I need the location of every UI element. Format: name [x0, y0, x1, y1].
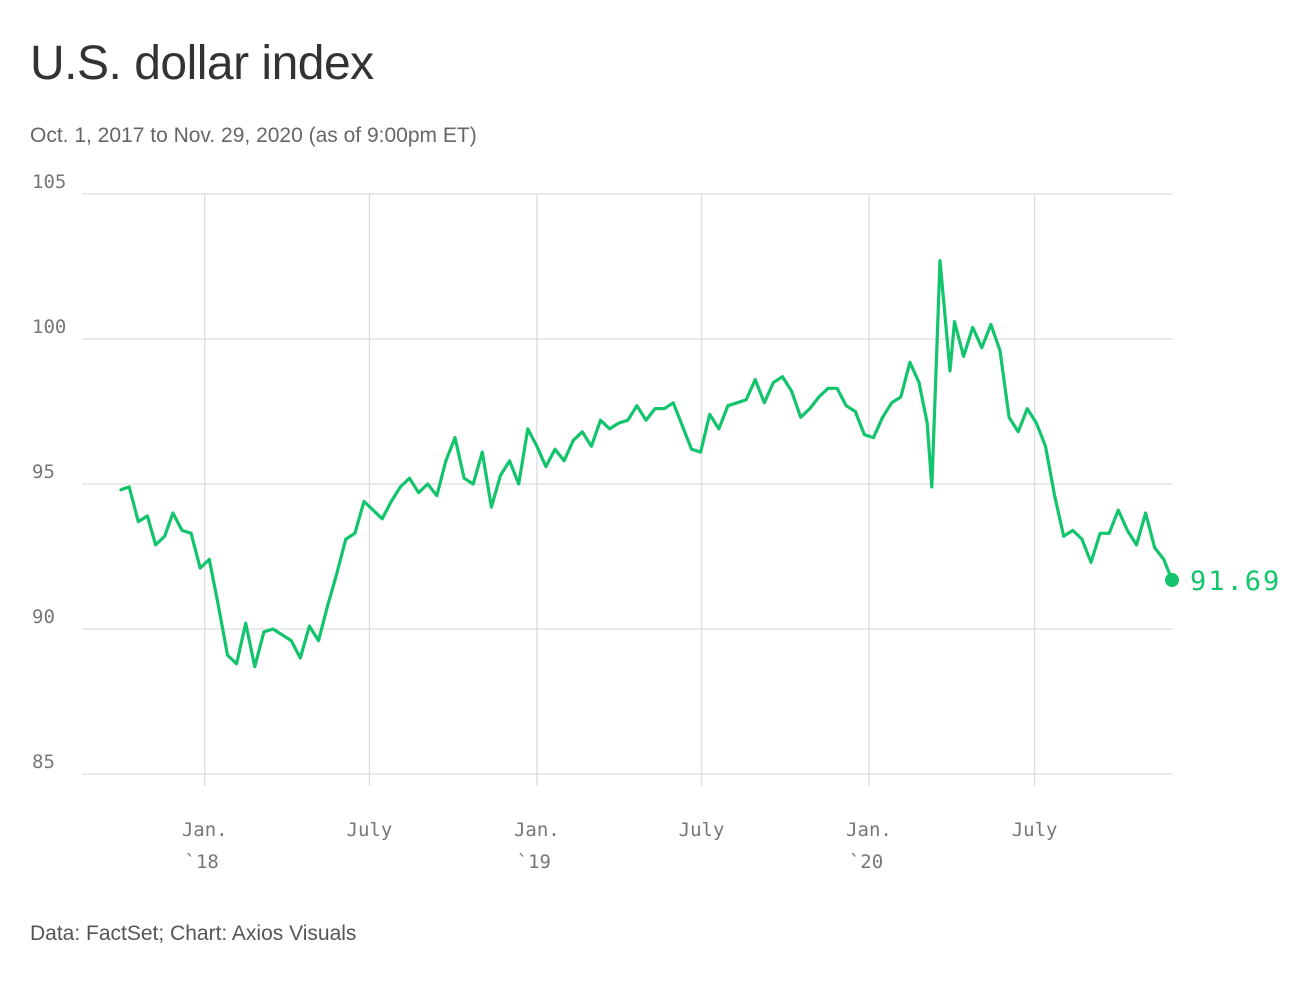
x-tick-label: Jan. [514, 819, 560, 841]
x-tick-sublabel: `20 [849, 851, 883, 873]
y-tick-label: 105 [32, 171, 66, 193]
series-line [119, 259, 1174, 669]
chart-area: 85 90 95 100 105 Jan. `18 July Jan. `19 July Jan. `… [32, 171, 1281, 873]
x-tick-label: July [1012, 819, 1058, 841]
end-value-label: 91.69 [1190, 566, 1281, 597]
end-point-marker [1165, 572, 1179, 587]
x-gridlines [204, 194, 1036, 786]
x-tick-label: July [347, 819, 393, 841]
y-tick-labels: 85 90 95 100 105 [32, 171, 66, 773]
y-gridlines [82, 193, 1173, 775]
y-tick-label: 100 [32, 316, 66, 338]
y-tick-label: 90 [32, 606, 55, 628]
y-tick-label: 85 [32, 751, 55, 773]
x-tick-label: Jan. [182, 819, 228, 841]
x-tick-label: Jan. [846, 819, 892, 841]
x-tick-label: July [679, 819, 725, 841]
y-tick-label: 95 [32, 461, 55, 483]
x-tick-sublabel: `19 [517, 851, 551, 873]
x-tick-sublabel: `18 [185, 851, 219, 873]
x-tick-labels: Jan. `18 July Jan. `19 July Jan. `20 July [182, 819, 1058, 873]
chart-subtitle: Oct. 1, 2017 to Nov. 29, 2020 (as of 9:0… [30, 124, 477, 147]
source-note: Data: FactSet; Chart: Axios Visuals [30, 922, 357, 945]
chart-title: U.S. dollar index [30, 37, 374, 90]
